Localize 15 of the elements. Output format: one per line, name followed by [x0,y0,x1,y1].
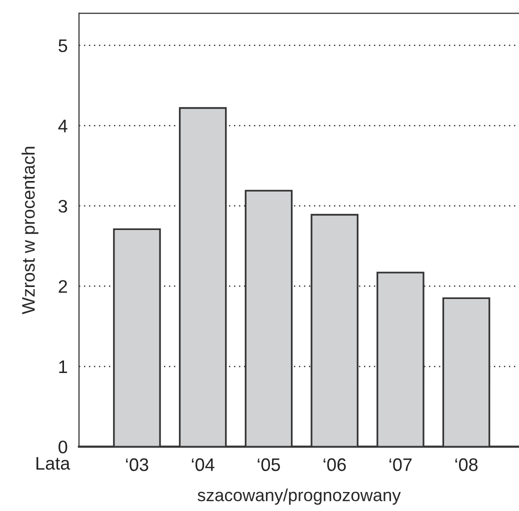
y-axis-title: Wzrost w procentach [22,146,38,314]
y-tick-label: 2 [58,280,67,293]
y-tick-label: 0 [58,440,68,454]
x-tick-label: ‘04 [192,458,214,472]
text: Lata [36,457,70,470]
x-tick-label: ‘03 [126,458,148,472]
x-tick-label: ‘06 [324,458,346,472]
y-tick-label: 3 [58,200,68,213]
x-tick-label: ‘08 [455,458,478,472]
y-tick-label: 4 [58,120,68,132]
y-tick-label: 1 [59,360,68,373]
x-tick-label: ‘07 [390,458,412,472]
x-axis-title: szacowany/prognozowany [198,488,401,505]
y-tick-label: 5 [58,40,68,52]
x-tick-label: ‘05 [258,458,280,472]
